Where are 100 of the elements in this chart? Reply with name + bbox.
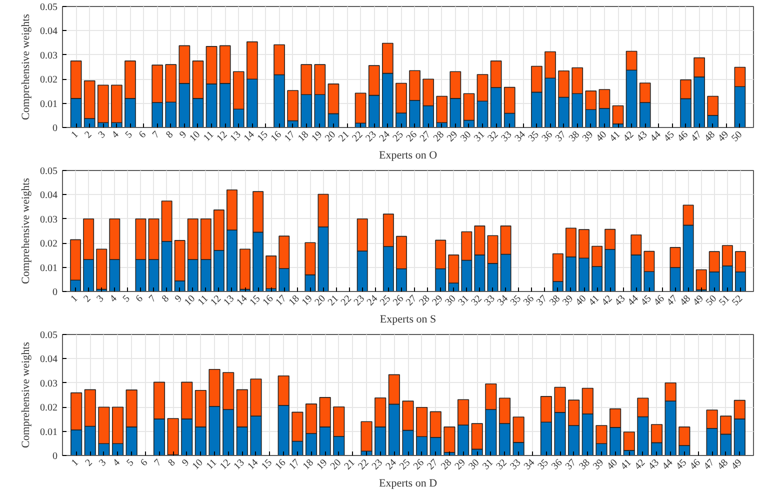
bar: [623, 432, 635, 451]
x-tick-label: 42: [600, 293, 615, 308]
x-tick-label: 25: [378, 293, 394, 308]
x-tick-label: 50: [730, 129, 745, 144]
x-tick-label: 4: [110, 129, 122, 141]
bar: [444, 426, 456, 453]
x-tick-label: 22: [350, 129, 366, 144]
x-tick-label: 6: [134, 293, 146, 305]
x-tick-label: 43: [646, 457, 662, 472]
x-tick-label: 29: [445, 129, 460, 144]
x-tick-label: 1: [68, 293, 80, 305]
y-tick-label: 0.03: [40, 214, 58, 226]
bar: [240, 248, 251, 290]
x-tick-label: 8: [166, 457, 178, 469]
x-tick-label: 21: [342, 457, 358, 472]
x-tick-label: 30: [466, 457, 482, 472]
bar: [354, 92, 366, 124]
x-tick-label: 14: [242, 129, 257, 144]
x-tick-label: 6: [138, 457, 150, 469]
x-tick-label: 13: [222, 293, 237, 308]
x-tick-label: 35: [508, 293, 524, 308]
x-tick-label: 44: [660, 457, 676, 472]
x-tick-label: 26: [404, 129, 420, 144]
x-tick-label: 25: [390, 129, 406, 144]
x-tick-label: 39: [580, 129, 596, 144]
x-tick-label: 36: [540, 129, 555, 144]
x-tick-label: 49: [691, 293, 706, 308]
x-tick-label: 32: [469, 293, 484, 308]
y-tick-label: 0.05: [40, 2, 58, 13]
x-tick-label: 36: [550, 457, 565, 472]
x-tick-label: 24: [377, 129, 392, 144]
bar: [436, 96, 448, 124]
x-tick-label: 22: [339, 293, 354, 308]
x-tick-label: 20: [323, 129, 338, 144]
x-tick-label: 44: [648, 129, 664, 144]
x-tick-label: 14: [234, 293, 250, 308]
x-tick-label: 19: [300, 293, 315, 308]
x-tick-label: 13: [228, 129, 244, 144]
x-tick-label: 27: [404, 293, 420, 308]
x-tick-label: 18: [301, 457, 316, 472]
y-axis-title: Comprehensive weights: [20, 14, 32, 120]
x-tick-label: 5: [124, 457, 136, 469]
x-tick-label: 8: [164, 129, 176, 141]
x-tick-label: 46: [652, 293, 667, 308]
bar: [612, 105, 624, 124]
x-tick-label: 52: [730, 293, 746, 308]
x-tick-label: 23: [370, 457, 385, 472]
x-tick-label: 10: [188, 129, 203, 144]
x-tick-label: 16: [260, 293, 276, 308]
x-tick-label: 3: [96, 129, 108, 141]
y-tick-label: 0.01: [40, 426, 58, 438]
x-tick-label: 31: [472, 129, 488, 144]
x-tick-label: 23: [364, 129, 379, 144]
x-axis-title: Experts on O: [378, 150, 438, 162]
x-tick-label: 4: [108, 293, 120, 305]
x-tick-label: 41: [618, 457, 634, 472]
x-tick-label: 14: [246, 457, 261, 472]
x-tick-label: 42: [621, 129, 636, 144]
x-tick-label: 18: [296, 129, 311, 144]
y-tick-label: 0.01: [40, 262, 58, 274]
x-tick-label: 47: [689, 129, 704, 144]
x-tick-label: 24: [365, 293, 380, 308]
bar: [167, 418, 179, 456]
y-tick-label: 0.01: [40, 98, 58, 110]
bar: [111, 84, 122, 124]
x-tick-label: 16: [273, 457, 288, 472]
x-tick-label: 17: [282, 129, 298, 144]
x-tick-label: 12: [218, 457, 233, 472]
x-tick-label: 50: [704, 293, 719, 308]
x-tick-label: 7: [152, 457, 164, 469]
y-axis-title: Comprehensive weights: [20, 342, 32, 448]
x-tick-label: 22: [356, 457, 372, 472]
x-tick-label: 7: [147, 293, 158, 305]
x-tick-label: 49: [729, 457, 744, 472]
y-tick-label: 0: [52, 123, 58, 134]
x-axis-title: Experts on S: [380, 314, 436, 326]
x-tick-label: 28: [432, 129, 446, 144]
x-tick-label: 51: [717, 293, 732, 308]
x-tick-label: 45: [674, 457, 689, 472]
x-tick-label: 37: [554, 129, 568, 144]
x-tick-label: 39: [591, 457, 606, 472]
x-tick-label: 15: [248, 293, 263, 308]
x-tick-label: 41: [608, 129, 623, 144]
x-tick-label: 2: [83, 457, 95, 469]
x-tick-label: 11: [196, 293, 211, 308]
x-tick-label: 35: [536, 457, 551, 472]
x-tick-label: 40: [605, 457, 620, 472]
x-tick-label: 33: [508, 457, 524, 472]
x-tick-label: 29: [453, 457, 468, 472]
x-tick-label: 1: [70, 457, 81, 469]
x-tick-label: 15: [255, 129, 270, 144]
x-tick-label: 34: [522, 457, 537, 472]
x-tick-label: 45: [662, 129, 677, 144]
x-tick-label: 28: [439, 457, 454, 472]
bar: [97, 84, 109, 124]
x-tick-label: 35: [526, 129, 542, 144]
x-tick-label: 11: [202, 129, 216, 144]
x-tick-label: 20: [328, 457, 344, 472]
y-tick-label: 0.04: [40, 354, 58, 366]
x-tick-label: 32: [486, 129, 501, 144]
